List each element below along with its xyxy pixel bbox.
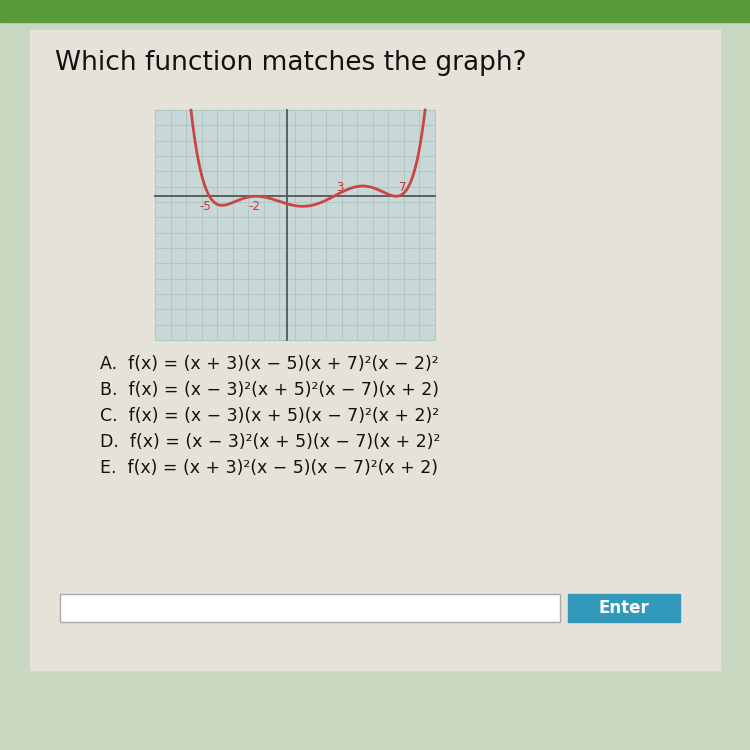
Bar (30, 30, 720, 670)
Bar (0, 0, 750, 22)
Bar (568, 594, 680, 622)
Text: 3: 3 (336, 182, 344, 194)
Text: A.  f(x) = (x + 3)(x − 5)(x + 7)²(x − 2)²: A. f(x) = (x + 3)(x − 5)(x + 7)²(x − 2)² (100, 355, 439, 373)
Bar (60, 594, 560, 622)
Text: 7: 7 (399, 182, 406, 194)
Text: B.  f(x) = (x − 3)²(x + 5)²(x − 7)(x + 2): B. f(x) = (x − 3)²(x + 5)²(x − 7)(x + 2) (100, 381, 439, 399)
Text: C.  f(x) = (x − 3)(x + 5)(x − 7)²(x + 2)²: C. f(x) = (x − 3)(x + 5)(x − 7)²(x + 2)² (100, 407, 439, 425)
Text: Enter: Enter (598, 599, 650, 617)
Text: D.  f(x) = (x − 3)²(x + 5)(x − 7)(x + 2)²: D. f(x) = (x − 3)²(x + 5)(x − 7)(x + 2)² (100, 433, 440, 451)
Text: -2: -2 (248, 200, 260, 213)
Bar (155, 110, 435, 340)
Text: E.  f(x) = (x + 3)²(x − 5)(x − 7)²(x + 2): E. f(x) = (x + 3)²(x − 5)(x − 7)²(x + 2) (100, 459, 438, 477)
Text: -5: -5 (200, 200, 211, 213)
Text: Which function matches the graph?: Which function matches the graph? (55, 50, 526, 76)
